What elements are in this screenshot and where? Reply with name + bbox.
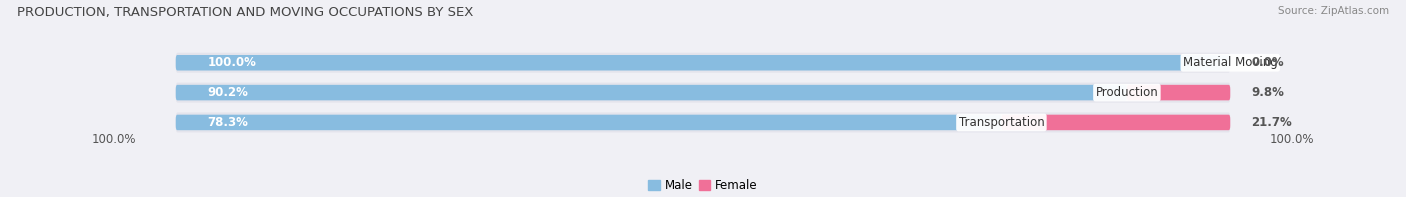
Text: 0.0%: 0.0%	[1251, 56, 1284, 69]
Legend: Male, Female: Male, Female	[644, 175, 762, 197]
FancyBboxPatch shape	[176, 53, 1230, 73]
Text: 100.0%: 100.0%	[208, 56, 256, 69]
Text: 90.2%: 90.2%	[208, 86, 249, 99]
Text: Production: Production	[1095, 86, 1159, 99]
Text: 78.3%: 78.3%	[208, 116, 249, 129]
FancyBboxPatch shape	[176, 55, 1230, 71]
Text: Transportation: Transportation	[959, 116, 1045, 129]
FancyBboxPatch shape	[176, 85, 1128, 100]
FancyBboxPatch shape	[176, 115, 1001, 130]
FancyBboxPatch shape	[1128, 85, 1230, 100]
Text: 100.0%: 100.0%	[1270, 133, 1315, 146]
FancyBboxPatch shape	[176, 83, 1230, 103]
Text: 9.8%: 9.8%	[1251, 86, 1284, 99]
FancyBboxPatch shape	[176, 112, 1230, 132]
Text: PRODUCTION, TRANSPORTATION AND MOVING OCCUPATIONS BY SEX: PRODUCTION, TRANSPORTATION AND MOVING OC…	[17, 6, 474, 19]
Text: 21.7%: 21.7%	[1251, 116, 1292, 129]
Text: Source: ZipAtlas.com: Source: ZipAtlas.com	[1278, 6, 1389, 16]
FancyBboxPatch shape	[1001, 115, 1230, 130]
Text: 100.0%: 100.0%	[91, 133, 136, 146]
Text: Material Moving: Material Moving	[1182, 56, 1278, 69]
